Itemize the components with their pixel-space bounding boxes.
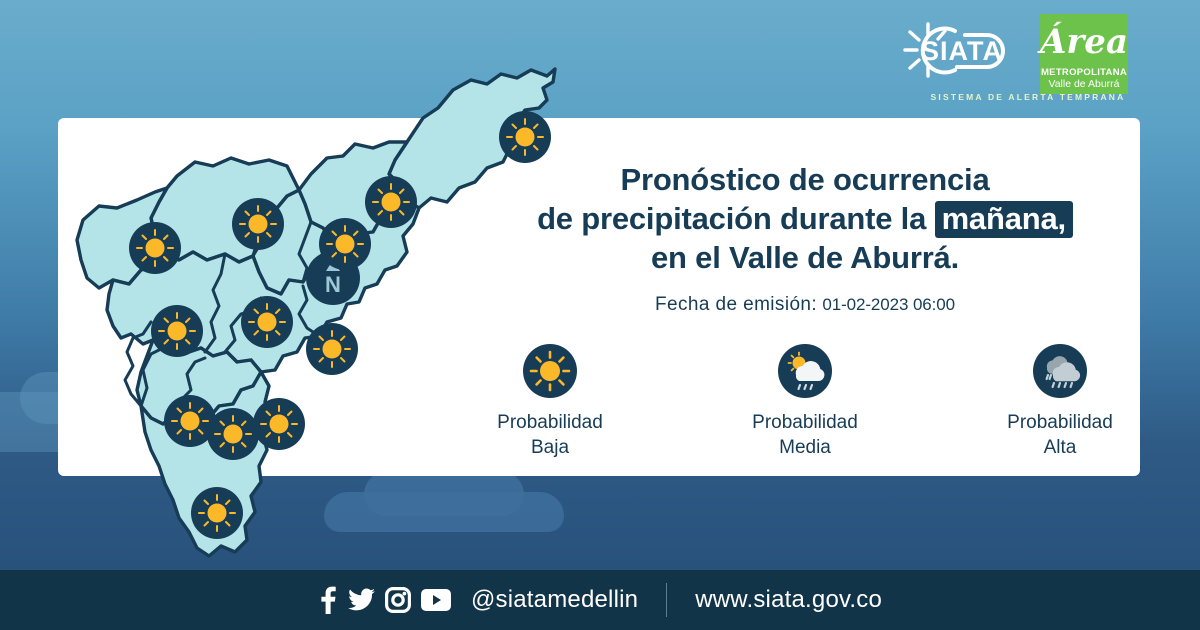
issue-date-label: Fecha de emisión: (655, 294, 818, 315)
logo-group: SIATA Área METROPOLITANA Valle de Aburrá (893, 14, 1128, 94)
instagram-icon[interactable] (384, 587, 411, 613)
youtube-icon[interactable] (420, 589, 451, 611)
legend-item-alta: Probabilidad Alta (980, 344, 1140, 460)
sun-icon (470, 344, 630, 398)
social-handle[interactable]: @siatamedellin (470, 586, 639, 613)
map-marker-sun (232, 198, 284, 250)
map-marker-sun (253, 398, 305, 450)
area-script-text: Área (1040, 22, 1128, 62)
map-marker-sun (241, 296, 293, 348)
legend-label-line2: Alta (1043, 437, 1077, 458)
map-marker-sun (164, 395, 216, 447)
map-marker-sun (499, 111, 551, 163)
cloud-rain-icon (980, 344, 1140, 398)
legend-item-baja: Probabilidad Baja (470, 344, 630, 460)
area-metropolitana-logo: Área METROPOLITANA Valle de Aburrá (1040, 14, 1128, 94)
area-line1: METROPOLITANA (1040, 67, 1128, 78)
legend-label-media: Probabilidad Media (725, 410, 885, 460)
background-cloud-bottom-top (364, 472, 524, 516)
title-line-1: Pronóstico de ocurrencia (620, 162, 990, 197)
footer-bar: @siatamedellin www.siata.gov.co (0, 570, 1200, 630)
highlight-manana: mañana, (934, 201, 1073, 238)
sun-cloud-rain-icon (725, 344, 885, 398)
map-marker-sun (306, 323, 358, 375)
title-line-3: en el Valle de Aburrá. (650, 240, 960, 275)
page-title: Pronóstico de ocurrencia de precipitació… (470, 160, 1140, 277)
probability-legend: Probabilidad Baja (470, 344, 1140, 460)
area-line2: Valle de Aburrá (1048, 78, 1120, 90)
valle-de-aburra-map: N (55, 22, 575, 567)
title-line-2: de precipitación durante la mañana, (470, 199, 1140, 238)
legend-label-line1: Probabilidad (1007, 412, 1113, 433)
footer-divider (666, 583, 668, 617)
map-marker-sun (319, 218, 371, 270)
legend-label-baja: Probabilidad Baja (470, 410, 630, 460)
issue-date: Fecha de emisión: 01-02-2023 06:00 (470, 294, 1140, 316)
map-marker-sun (207, 408, 259, 460)
issue-date-value: 01-02-2023 06:00 (822, 295, 955, 314)
forecast-panel: Pronóstico de ocurrencia de precipitació… (470, 160, 1140, 460)
legend-label-line2: Media (779, 437, 831, 458)
svg-text:N: N (325, 272, 341, 297)
siata-wordmark: SIATA (921, 36, 1003, 66)
map-marker-sun (151, 305, 203, 357)
title-line-2-text: de precipitación durante la (537, 201, 927, 236)
legend-item-media: Probabilidad Media (725, 344, 885, 460)
map-marker-sun (129, 222, 181, 274)
siata-logo: SIATA (893, 14, 1028, 86)
siata-tagline: SISTEMA DE ALERTA TEMPRANA (930, 92, 1126, 102)
website-link[interactable]: www.siata.gov.co (695, 586, 883, 613)
legend-label-alta: Probabilidad Alta (980, 410, 1140, 460)
legend-label-line1: Probabilidad (752, 412, 858, 433)
legend-label-line1: Probabilidad (497, 412, 603, 433)
twitter-icon[interactable] (347, 586, 375, 614)
sun-cloud-icon (903, 22, 1005, 78)
map-marker-sun (365, 176, 417, 228)
facebook-icon[interactable] (318, 586, 338, 614)
social-icons (318, 586, 451, 614)
legend-label-line2: Baja (530, 437, 570, 458)
map-marker-sun (191, 487, 243, 539)
